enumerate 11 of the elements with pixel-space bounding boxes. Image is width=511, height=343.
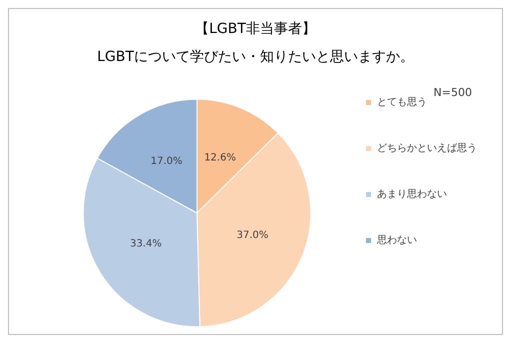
data-label: 37.0% <box>236 230 268 241</box>
chart-title: 【LGBT非当事者】 <box>195 21 316 37</box>
data-label: 33.4% <box>130 238 162 250</box>
text: N=500 <box>434 86 472 99</box>
chart-subtitle: LGBTについて学びたい・知りたいと思いますか。 <box>97 49 414 65</box>
data-label: 17.0% <box>150 156 182 167</box>
legend-label: あまり思わない <box>377 189 447 200</box>
legend-label: 思わない <box>376 235 417 246</box>
legend-label: どちらかといえば思う <box>377 143 477 154</box>
data-label: 12.6% <box>204 152 236 164</box>
legend-label: とても思う <box>377 97 427 108</box>
